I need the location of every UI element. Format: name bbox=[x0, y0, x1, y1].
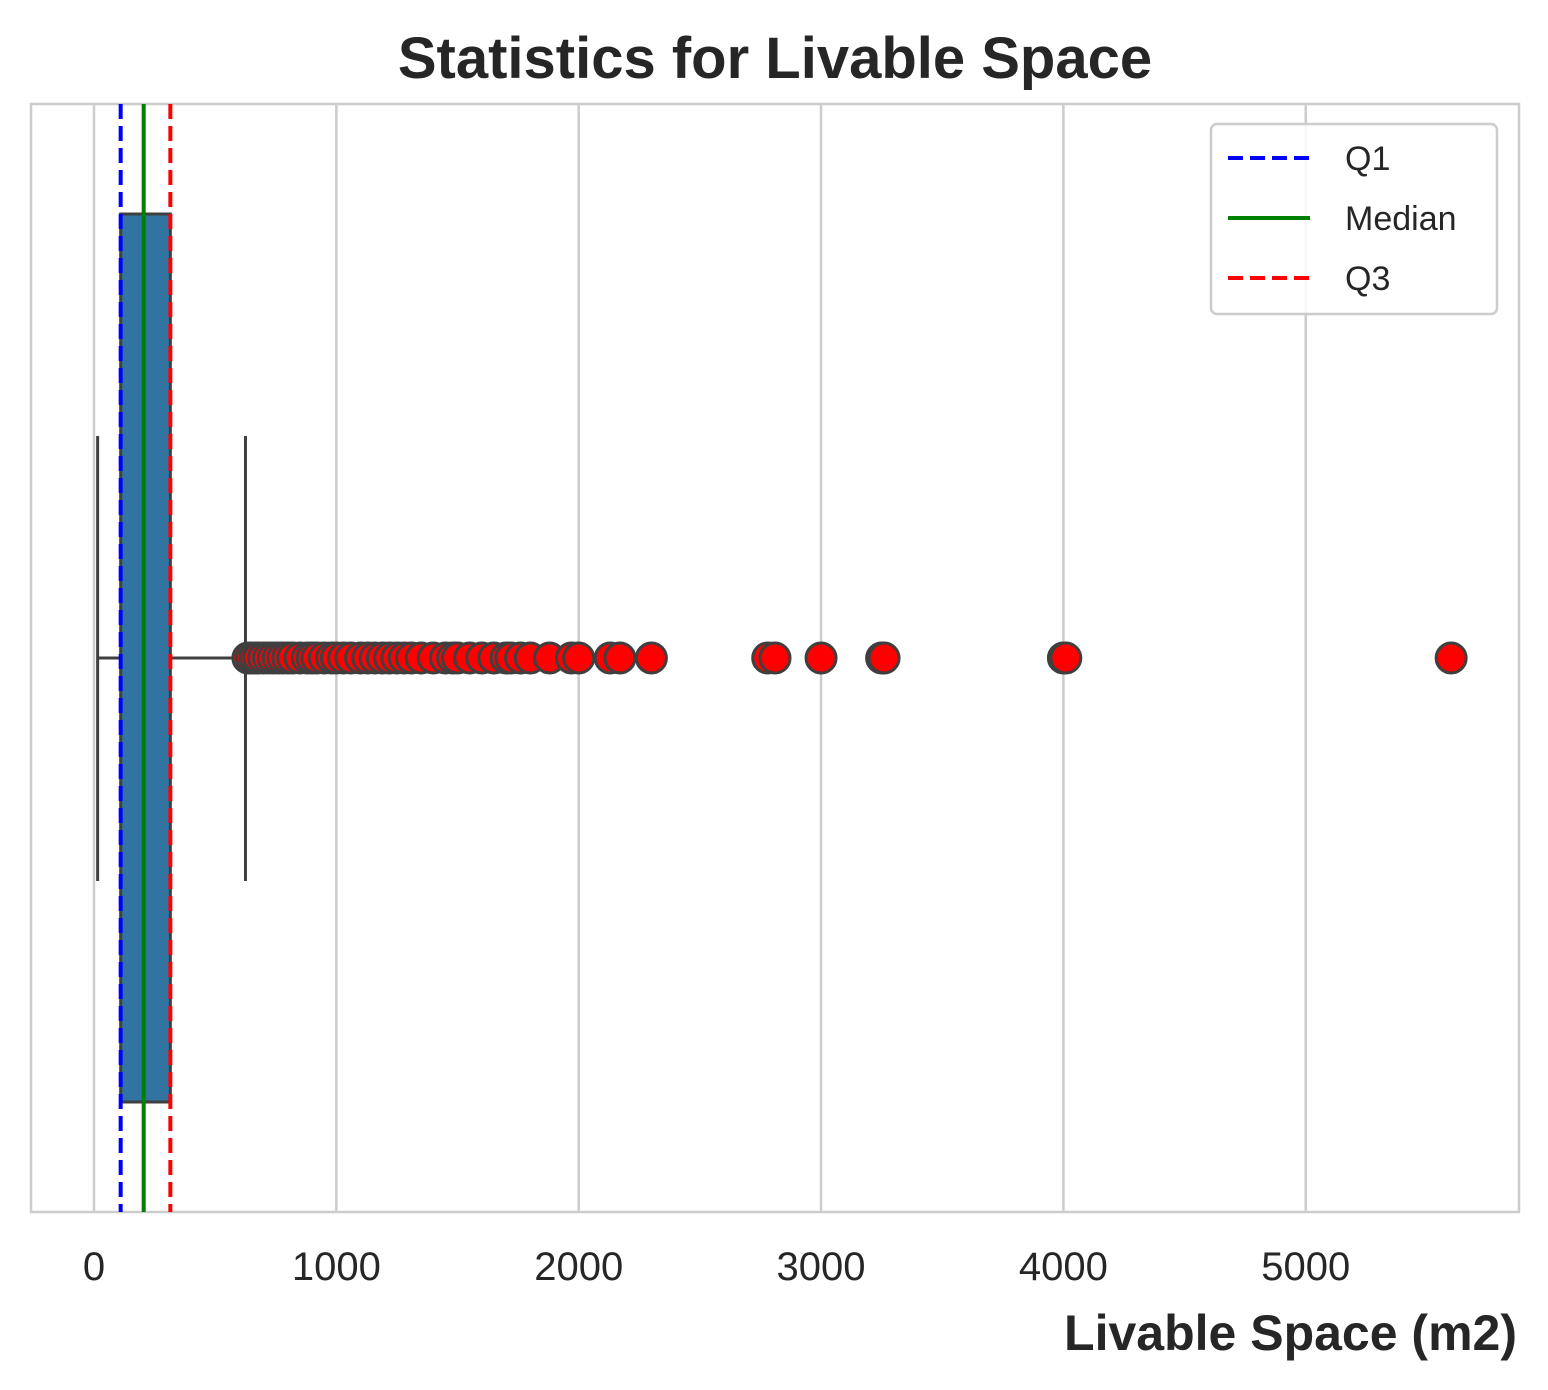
outlier-point bbox=[1049, 641, 1083, 675]
chart-title: Statistics for Livable Space bbox=[398, 26, 1152, 91]
legend: Q1 Median Q3 bbox=[1209, 122, 1499, 316]
outlier-point bbox=[603, 641, 637, 675]
outlier-points bbox=[231, 641, 1468, 675]
outlier-point bbox=[758, 641, 792, 675]
x-tick-label: 1000 bbox=[292, 1245, 381, 1289]
outlier-point bbox=[634, 641, 668, 675]
plot-frame bbox=[29, 102, 1521, 1214]
legend-label-median: Median bbox=[1345, 200, 1457, 238]
outlier-point bbox=[804, 641, 838, 675]
legend-label-q1: Q1 bbox=[1345, 140, 1390, 178]
x-tick-label: 5000 bbox=[1261, 1245, 1350, 1289]
x-tick-label: 4000 bbox=[1019, 1245, 1108, 1289]
outlier-point bbox=[1434, 641, 1468, 675]
x-tick-label: 2000 bbox=[534, 1245, 623, 1289]
x-axis-label: Livable Space (m2) bbox=[1064, 1305, 1517, 1361]
x-axis-ticks: 0 1000 2000 3000 4000 5000 bbox=[83, 1245, 1350, 1289]
reference-lines bbox=[118, 104, 173, 1212]
legend-frame bbox=[1209, 122, 1499, 316]
x-tick-label: 3000 bbox=[777, 1245, 866, 1289]
x-tick-label: 0 bbox=[83, 1245, 105, 1289]
legend-label-q3: Q3 bbox=[1345, 260, 1390, 298]
outlier-point bbox=[867, 641, 901, 675]
outlier-point bbox=[562, 641, 596, 675]
